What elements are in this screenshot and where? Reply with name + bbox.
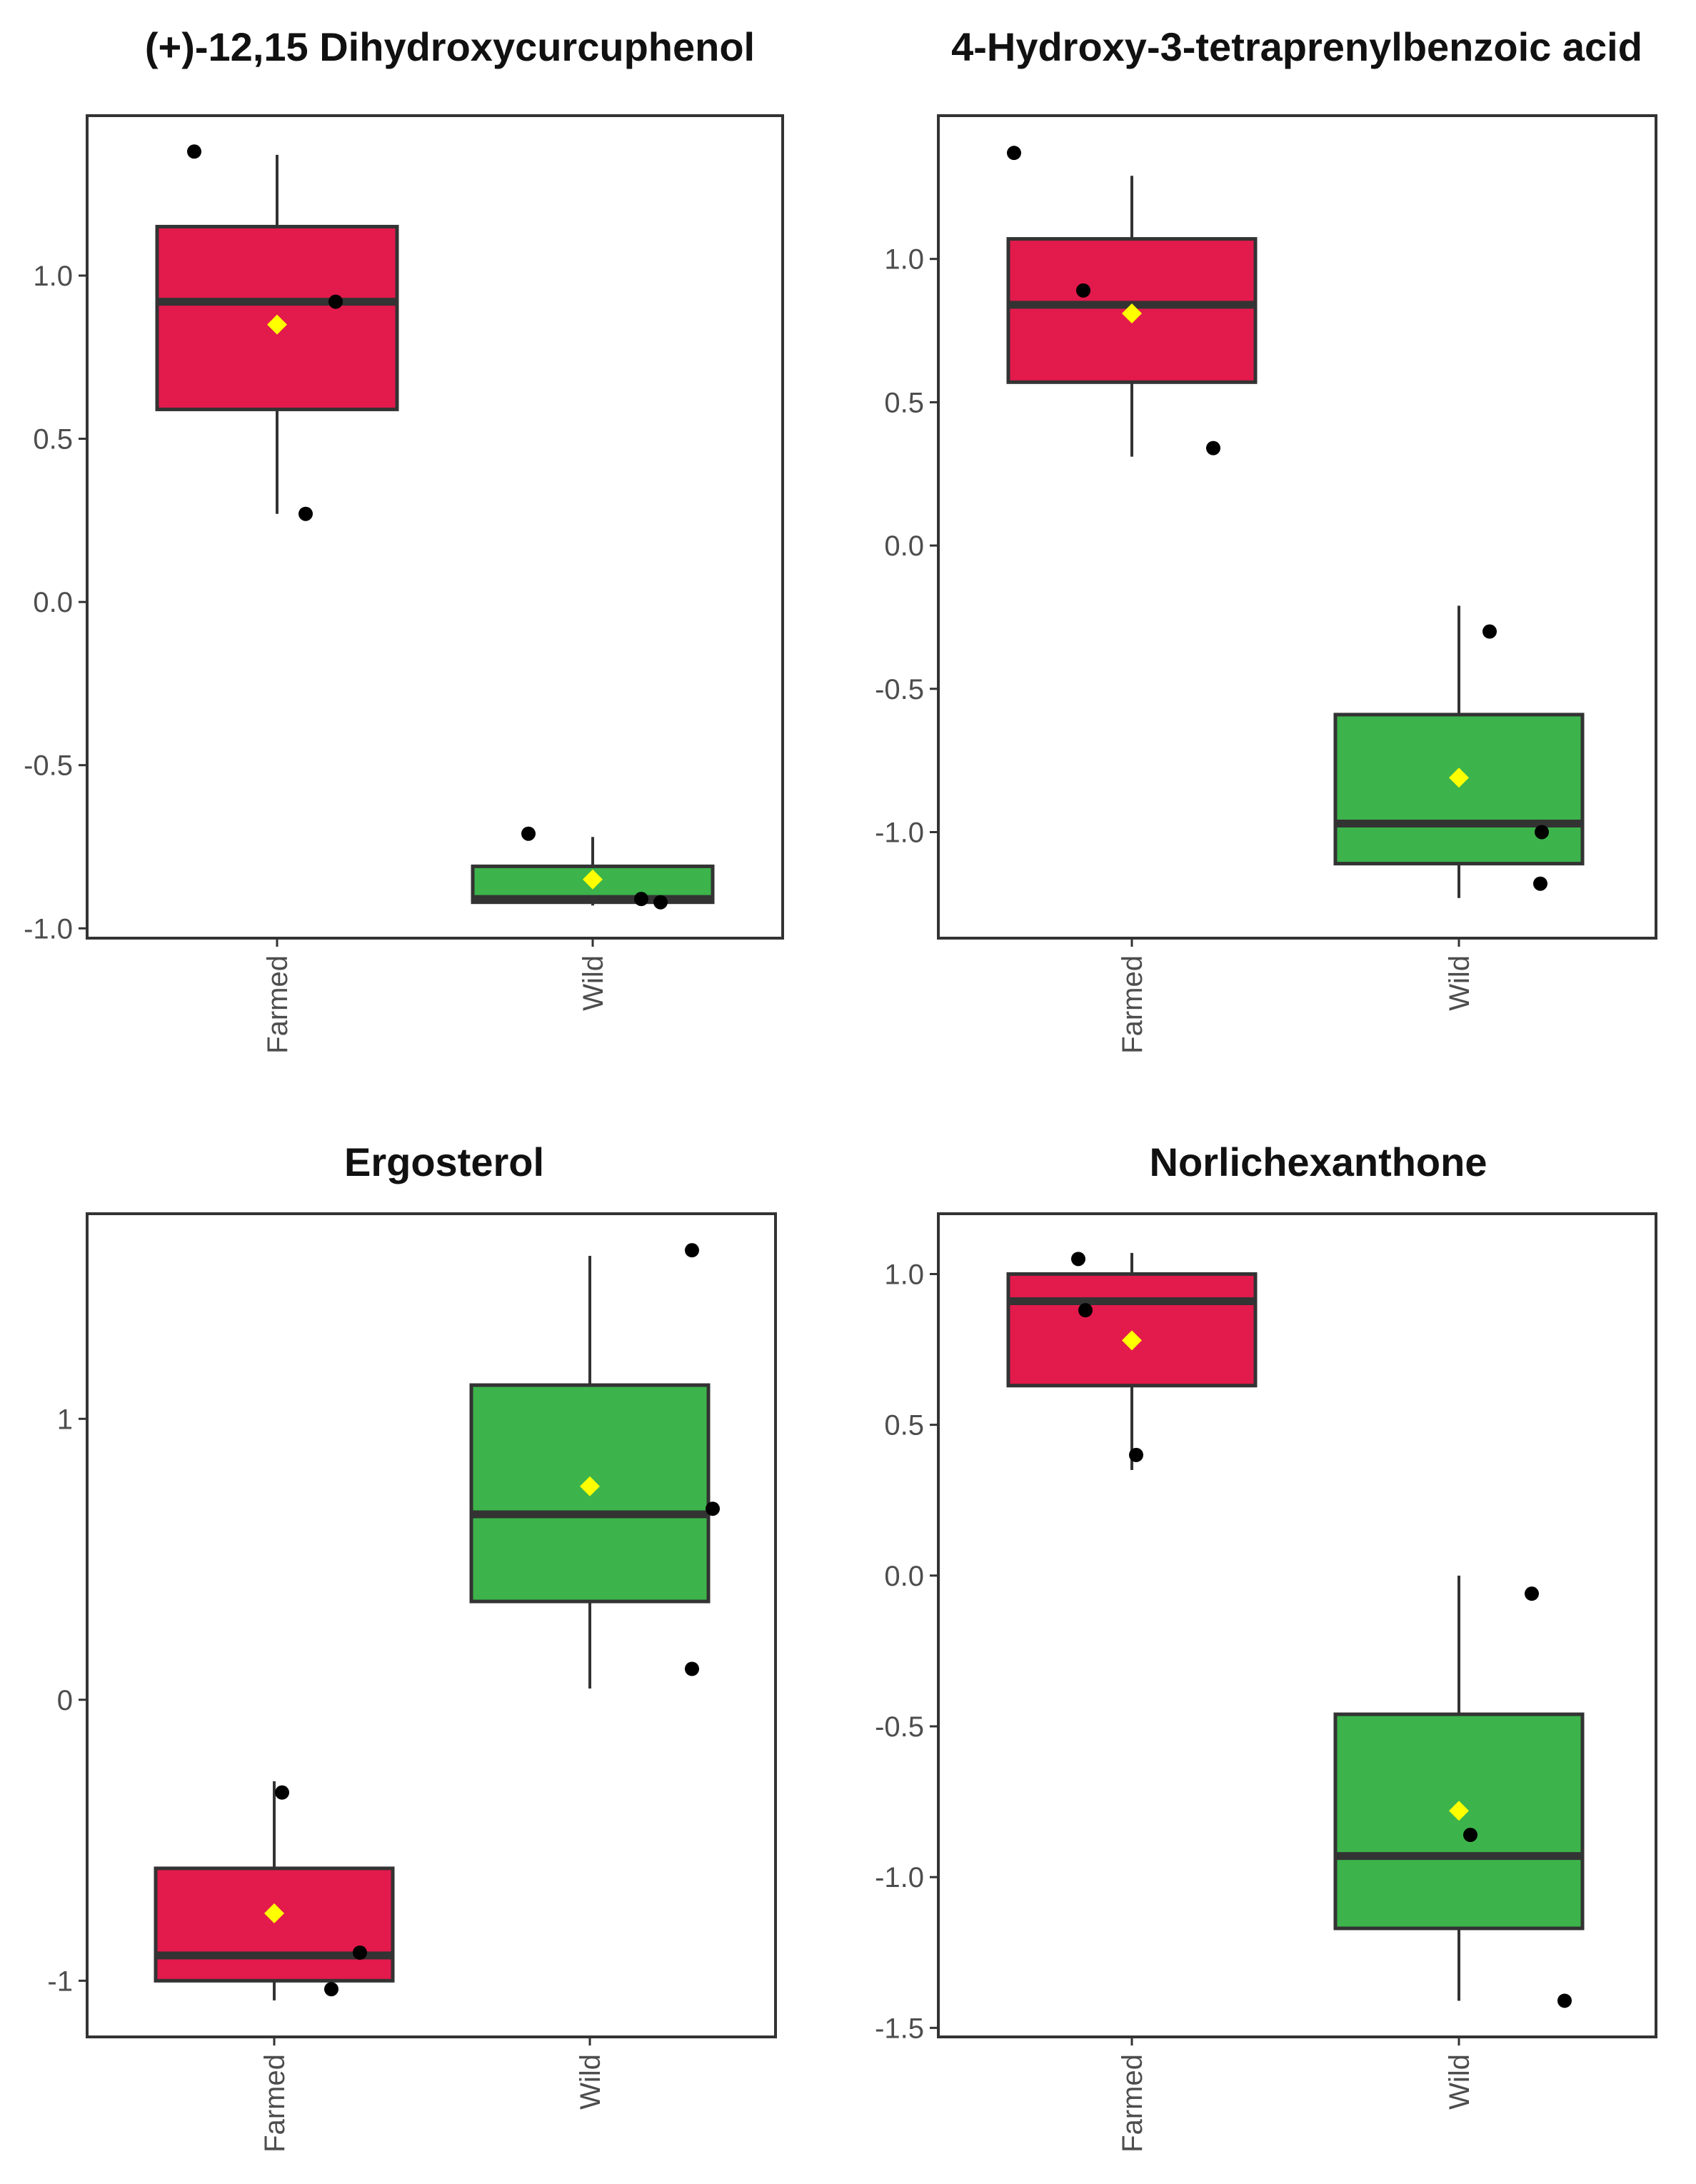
- box-farmed: [154, 1781, 395, 2001]
- panel-4: Norlichexanthone 1.0 0.5 0.0 -0.5 -1.0 -1.5 Far…: [875, 1139, 1657, 2153]
- data-point: [706, 1501, 720, 1516]
- data-point: [1007, 146, 1021, 161]
- data-point: [1535, 825, 1549, 840]
- x-category-label: Farmed: [259, 2054, 291, 2153]
- y-tick-label: -0.5: [875, 1711, 924, 1743]
- box-wild: [1333, 1575, 1585, 2008]
- panel-3: Ergosterol 1 0 -1 Farmed Wild: [47, 1139, 777, 2153]
- iqr-box: [1333, 1712, 1585, 1931]
- mean-marker: [583, 869, 603, 890]
- plot-frame: [86, 1212, 777, 2038]
- y-tick-label: -1.0: [24, 913, 73, 945]
- box-farmed: [155, 144, 399, 521]
- y-tick-label: 1.0: [884, 1259, 924, 1290]
- panel-title: (+)-12,15 Dihydroxycurcuphenol: [145, 24, 755, 69]
- x-category-label: Wild: [578, 955, 609, 1011]
- box-wild: [471, 826, 715, 910]
- data-point: [685, 1243, 699, 1258]
- data-point: [653, 895, 668, 910]
- data-point: [353, 1945, 367, 1960]
- box-wild: [469, 1243, 720, 1689]
- y-tick-label: 0.0: [33, 587, 73, 618]
- data-point: [324, 1982, 338, 1997]
- plot-frame: [86, 114, 784, 940]
- data-point: [1557, 1993, 1572, 2008]
- y-tick-label: -0.5: [875, 674, 924, 705]
- mean-marker: [1449, 768, 1469, 788]
- box-farmed: [1006, 146, 1258, 457]
- panel-title: Norlichexanthone: [1150, 1139, 1487, 1184]
- mean-marker: [580, 1476, 600, 1496]
- y-tick-label: -1.5: [875, 2013, 924, 2044]
- data-point: [298, 506, 313, 521]
- x-category-label: Farmed: [1117, 955, 1148, 1054]
- y-tick-label: 0.0: [884, 530, 924, 562]
- data-point: [328, 294, 343, 309]
- y-tick-label: -1: [47, 1966, 73, 1997]
- y-tick-label: -0.5: [24, 750, 73, 782]
- data-point: [1533, 876, 1547, 891]
- data-point: [1071, 1252, 1085, 1267]
- data-point: [685, 1661, 699, 1676]
- data-point: [1076, 283, 1090, 298]
- x-category-label: Wild: [1444, 2054, 1475, 2110]
- panel-2: 4-Hydroxy-3-tetraprenylbenzoic acid 1.0 0.…: [875, 24, 1657, 1054]
- panel-title: 4-Hydroxy-3-tetraprenylbenzoic acid: [951, 24, 1642, 69]
- y-tick-label: 0.5: [884, 387, 924, 418]
- x-category-label: Wild: [1444, 955, 1475, 1011]
- data-point: [1525, 1586, 1539, 1601]
- data-point: [1206, 441, 1220, 456]
- data-point: [521, 826, 536, 841]
- mean-marker: [264, 1903, 284, 1923]
- mean-marker: [1122, 1330, 1142, 1351]
- y-tick-label: -1.0: [875, 817, 924, 848]
- x-category-label: Farmed: [1117, 2054, 1148, 2153]
- data-point: [1463, 1828, 1477, 1843]
- panel-title: Ergosterol: [344, 1139, 544, 1184]
- y-tick-label: 1.0: [884, 244, 924, 276]
- iqr-box: [1333, 713, 1585, 866]
- data-point: [275, 1785, 289, 1800]
- plot-frame: [937, 114, 1657, 940]
- y-tick-label: 1: [57, 1404, 73, 1435]
- data-point: [187, 144, 201, 159]
- mean-marker: [267, 314, 287, 335]
- mean-marker: [1122, 303, 1142, 323]
- y-tick-label: 0.5: [884, 1410, 924, 1441]
- data-point: [1482, 624, 1497, 639]
- x-category-label: Farmed: [262, 955, 293, 1054]
- panel-1: (+)-12,15 Dihydroxycurcuphenol 1.0 0.5 0.0 -…: [24, 24, 784, 1054]
- data-point: [1129, 1447, 1143, 1462]
- y-tick-label: 0.5: [33, 424, 73, 456]
- box-wild: [1333, 605, 1585, 898]
- y-tick-label: 0.0: [884, 1561, 924, 1592]
- box-farmed: [1006, 1252, 1258, 1470]
- y-tick-label: -1.0: [875, 1862, 924, 1893]
- y-tick-label: 0: [57, 1685, 73, 1716]
- x-category-label: Wild: [575, 2054, 606, 2110]
- y-tick-label: 1.0: [33, 261, 73, 292]
- data-point: [1078, 1303, 1093, 1318]
- iqr-box: [154, 1866, 395, 1983]
- data-point: [634, 892, 648, 907]
- plot-frame: [937, 1212, 1657, 2038]
- iqr-box: [1006, 1272, 1258, 1388]
- mean-marker: [1449, 1801, 1469, 1821]
